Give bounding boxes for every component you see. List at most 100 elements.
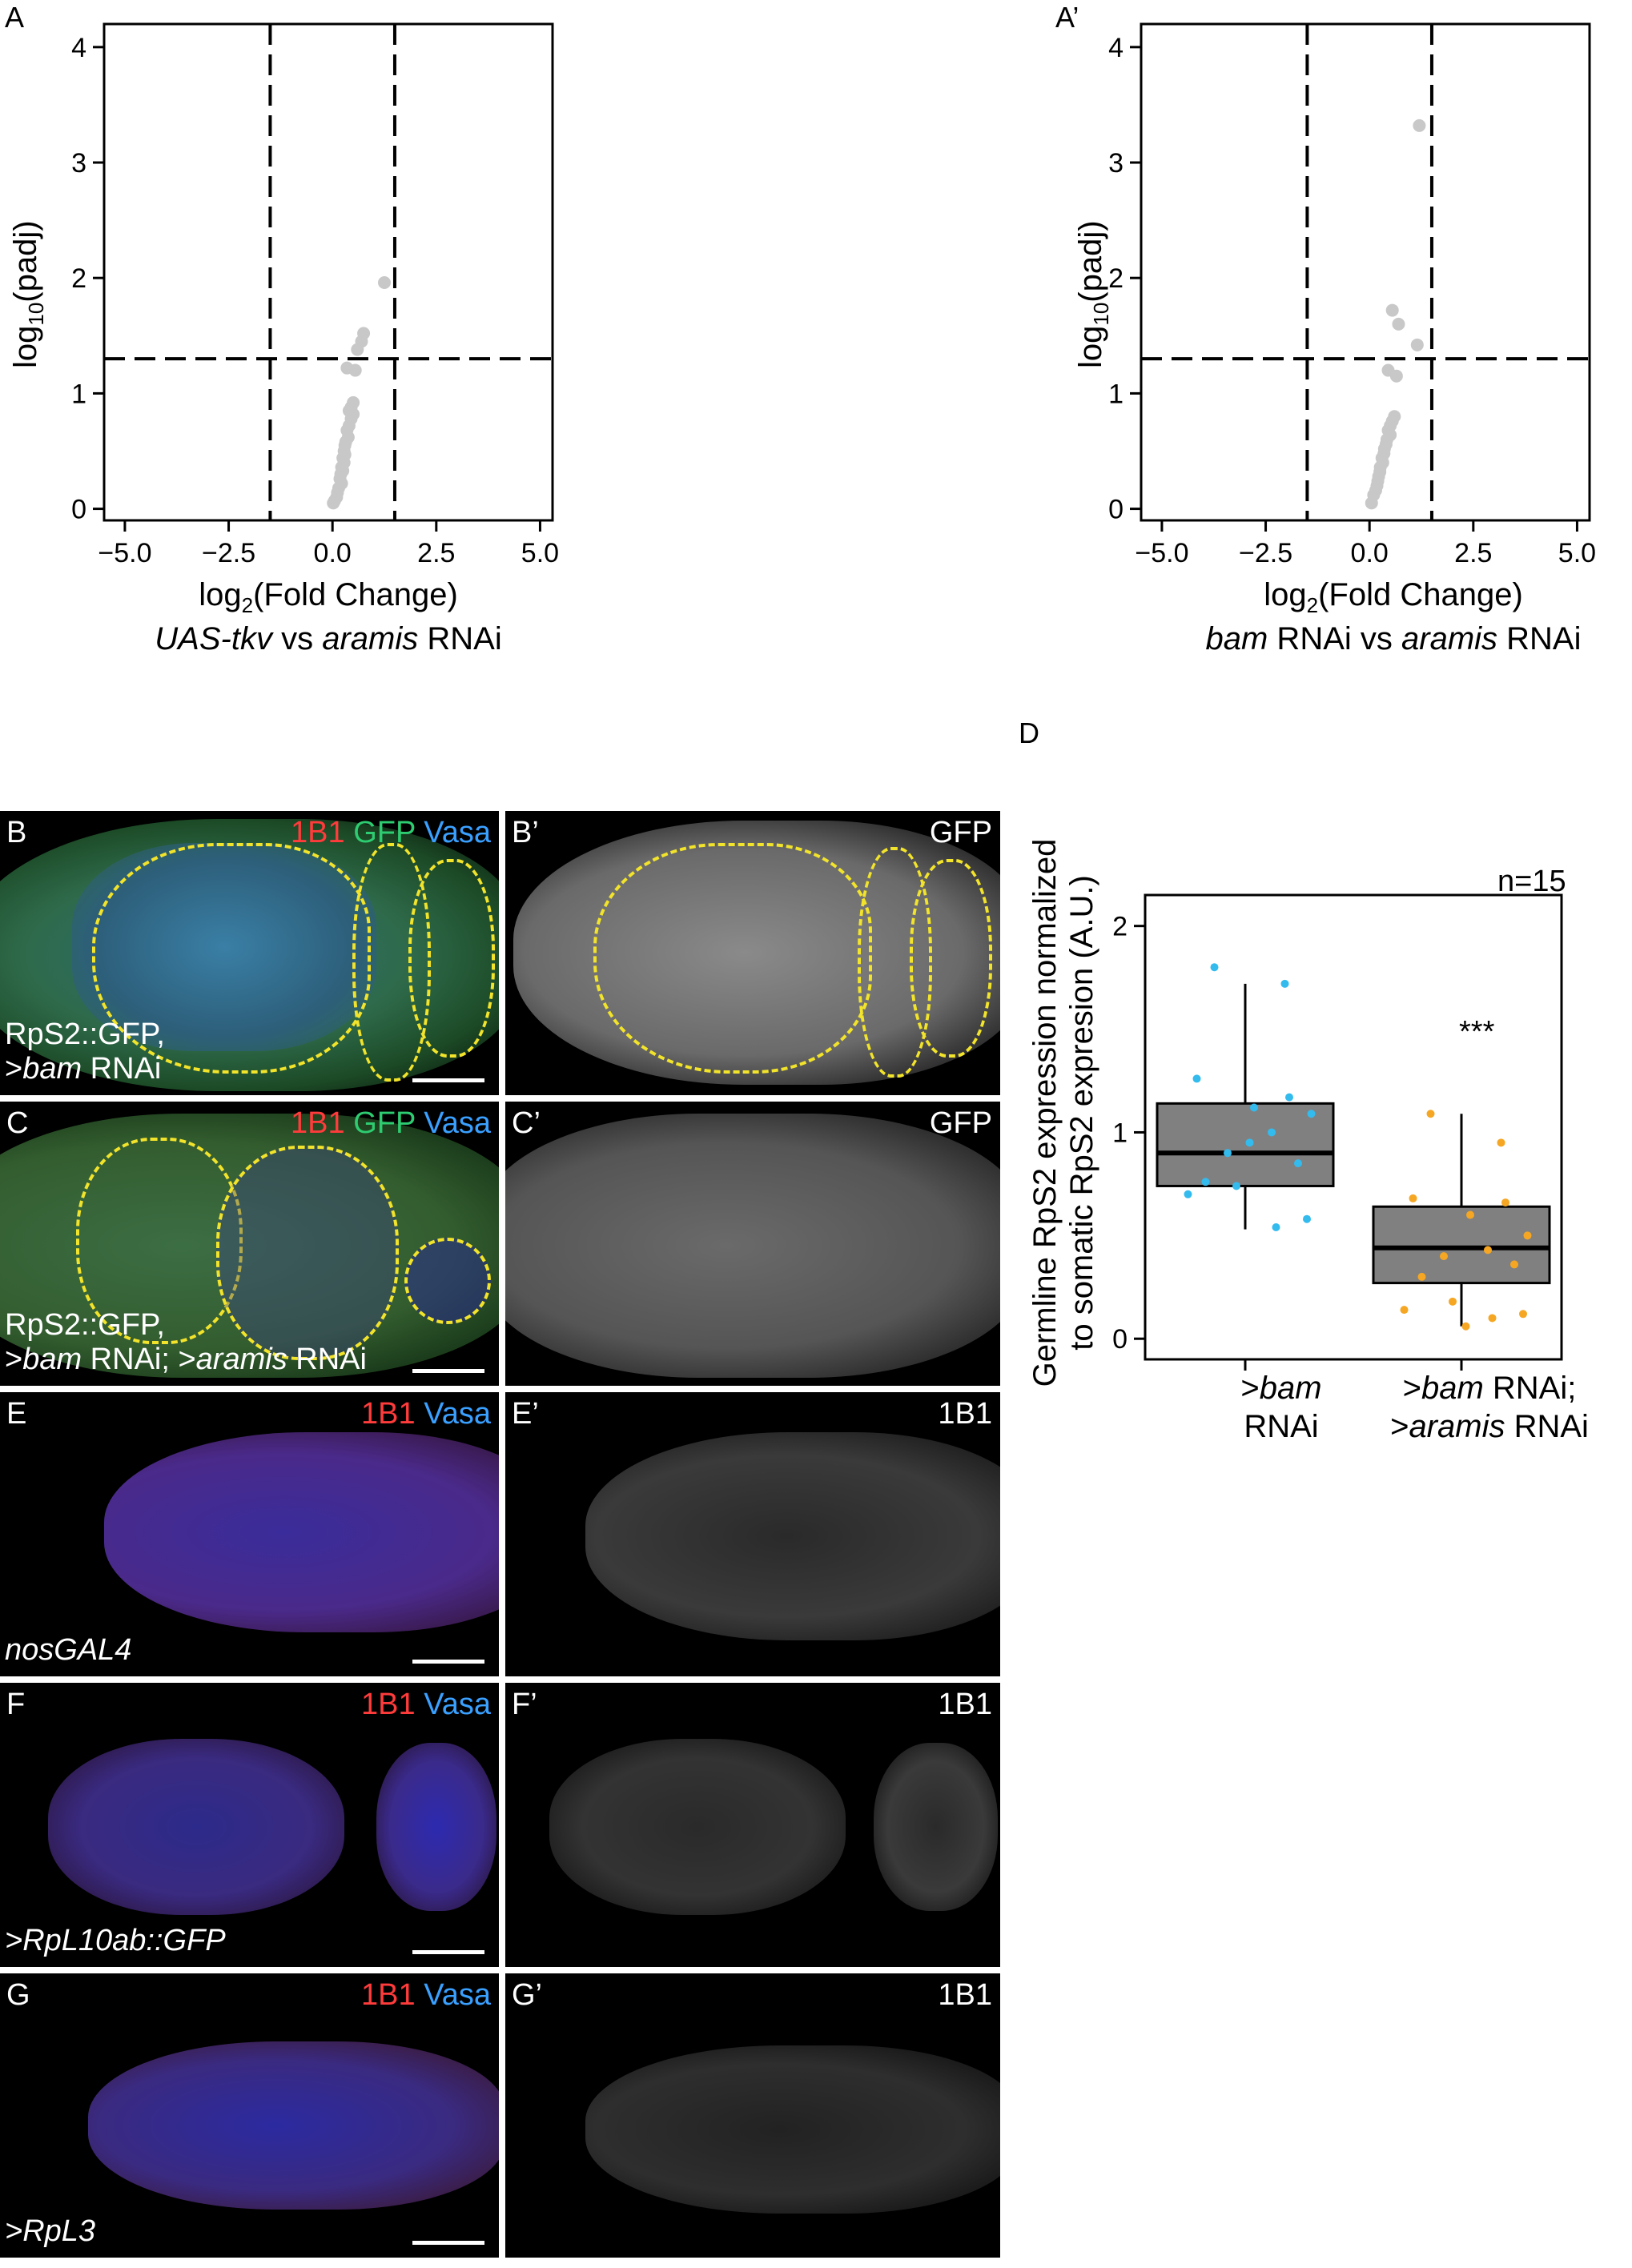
volcano-a-prime-ytick-label-2: 2 [1108, 263, 1124, 294]
box-plot-ylabel: Germline RpS2 expression normalized to s… [1027, 838, 1099, 1387]
box-1-point-7 [1224, 1149, 1232, 1158]
micrograph-g-channels: 1B1 Vasa [361, 1978, 491, 2012]
box-1-point-13 [1272, 1223, 1280, 1232]
micrograph-b-genotype: RpS2::GFP, >bam RNAi [5, 1017, 165, 1086]
volcano-a-xtick-label-1: −2.5 [202, 538, 255, 568]
box-2-point-7 [1440, 1252, 1448, 1261]
box-1-point-5 [1307, 1110, 1316, 1118]
box-plot-d: 0 1 2 [1112, 893, 1563, 1371]
micrograph-g-genotype: >RpL3 [5, 2214, 96, 2249]
box-ytick-label-0: 0 [1112, 1324, 1128, 1355]
box-2-point-1 [1497, 1138, 1505, 1147]
micrograph-g: G 1B1 Vasa >RpL3 [0, 1973, 499, 2258]
volcano-a-prime-point-3 [1410, 338, 1424, 351]
micrograph-b-channels: 1B1 GFP Vasa [291, 816, 491, 849]
micrograph-g-prime-channel: 1B1 [938, 1978, 992, 2012]
box-plot-frame [1144, 893, 1563, 1361]
box-1-point-10 [1232, 1182, 1240, 1190]
box-1-point-1 [1280, 979, 1289, 988]
micrograph-g-label: G [6, 1978, 30, 2012]
box-1-point-14 [1245, 1138, 1254, 1147]
box-1-point-3 [1285, 1093, 1293, 1102]
volcano-a-prime-point-5 [1389, 369, 1403, 383]
micrograph-e-prime-channel: 1B1 [938, 1397, 992, 1431]
volcano-a-prime-point-2 [1392, 317, 1405, 331]
micrograph-f-prime-label: F’ [512, 1688, 537, 1721]
box-1-point-12 [1303, 1214, 1311, 1223]
box-2-point-12 [1519, 1310, 1527, 1319]
volcano-a-point-0 [378, 275, 391, 289]
volcano-a-prime-point-0 [1413, 118, 1426, 132]
significance-marker: *** [1459, 1015, 1495, 1049]
box-1-point-2 [1192, 1074, 1201, 1083]
scale-bar [412, 1078, 484, 1082]
box-ytick-label-1: 1 [1112, 1118, 1128, 1148]
box-1-point-0 [1210, 963, 1219, 972]
volcano-a-comparison: UAS-tkv vs aramis RNAi [155, 620, 502, 656]
volcano-a-prime-xlabel: log2(Fold Change) bam RNAi vs aramis RNA… [1153, 575, 1632, 659]
micrograph-c-prime-label: C’ [512, 1106, 541, 1140]
volcano-a-prime-ytick-label-3: 3 [1108, 148, 1124, 179]
micrograph-e-label: E [6, 1397, 27, 1431]
micrograph-e-genotype: nosGAL4 [5, 1633, 132, 1668]
micrograph-f-prime: F’ 1B1 [505, 1683, 1000, 1967]
box-1-point-4 [1250, 1103, 1258, 1112]
volcano-a-prime-comparison: bam RNAi vs aramis RNAi [1205, 620, 1582, 656]
box-2-point-14 [1461, 1322, 1470, 1331]
box-2-point-13 [1488, 1314, 1497, 1323]
volcano-plot-a: −5.0 −2.5 0.0 2.5 5.0 0 1 2 3 4 [71, 22, 559, 568]
micrograph-f-genotype: >RpL10ab::GFP [5, 1924, 226, 1958]
micrograph-c: C 1B1 GFP Vasa RpS2::GFP, >bam RNAi; >ara… [0, 1102, 499, 1386]
volcano-a-xtick-label-0: −5.0 [98, 538, 151, 568]
volcano-a-prime-xtick-label-0: −5.0 [1135, 538, 1188, 568]
volcano-a-ytick-label-4: 4 [71, 33, 86, 63]
micrograph-c-genotype: RpS2::GFP, >bam RNAi; >aramis RNAi [5, 1307, 367, 1377]
volcano-a-xtick-label-2: 0.0 [314, 538, 352, 568]
micrograph-b-prime-channel: GFP [929, 816, 992, 849]
box-2-iqr [1372, 1205, 1551, 1285]
micrograph-b-prime: B’ GFP [505, 811, 1000, 1095]
volcano-a-point-5 [348, 363, 362, 377]
box-1-point-8 [1294, 1159, 1302, 1168]
volcano-a-prime-ytick-label-0: 0 [1108, 495, 1124, 525]
panel-label-a-prime: A’ [1055, 1, 1079, 34]
volcano-a-prime-point-24 [1365, 496, 1378, 510]
box-2-point-9 [1417, 1272, 1426, 1281]
box-2-point-0 [1426, 1110, 1435, 1118]
micrograph-e-prime-label: E’ [512, 1397, 539, 1431]
micrograph-b-prime-label: B’ [512, 816, 539, 849]
volcano-plot-a-prime: −5.0 −2.5 0.0 2.5 5.0 0 1 2 3 4 [1108, 22, 1596, 568]
micrograph-b-label: B [6, 816, 27, 849]
micrograph-e-prime: E’ 1B1 [505, 1392, 1000, 1676]
box-1-point-11 [1184, 1190, 1192, 1198]
volcano-a-prime-xtick-label-3: 2.5 [1454, 538, 1492, 568]
box-2-point-10 [1449, 1297, 1457, 1306]
volcano-a-ytick-label-0: 0 [71, 495, 86, 525]
box-2-point-11 [1400, 1306, 1409, 1315]
volcano-a-prime-xtick-label-1: −2.5 [1239, 538, 1292, 568]
micrograph-f: F 1B1 Vasa >RpL10ab::GFP [0, 1683, 499, 1967]
box-2-point-5 [1523, 1231, 1532, 1240]
box-ytick-label-2: 2 [1112, 912, 1128, 942]
box-plot-n: n=15 [1497, 865, 1566, 898]
box-1-iqr [1156, 1102, 1335, 1187]
volcano-a-prime-frame [1140, 22, 1591, 522]
volcano-a-prime-point-1 [1385, 303, 1399, 317]
micrograph-e: E 1B1 Vasa nosGAL4 [0, 1392, 499, 1676]
scale-bar [412, 1660, 484, 1664]
box-2-point-6 [1484, 1246, 1492, 1254]
volcano-a-prime-ylabel: log10(padj) [1073, 220, 1113, 368]
panel-label-a: A [5, 1, 25, 34]
micrograph-c-channels: 1B1 GFP Vasa [291, 1106, 491, 1140]
micrograph-f-channels: 1B1 Vasa [361, 1688, 491, 1721]
box-2-point-2 [1409, 1194, 1417, 1202]
micrograph-e-channels: 1B1 Vasa [361, 1397, 491, 1431]
micrograph-c-label: C [6, 1106, 29, 1140]
box-category-2: >bam RNAi; >aramis RNAi [1390, 1371, 1589, 1444]
box-1-point-9 [1201, 1178, 1210, 1186]
box-2-point-4 [1466, 1210, 1474, 1219]
volcano-a-prime-ytick-label-4: 4 [1108, 33, 1124, 63]
volcano-a-point-3 [351, 343, 364, 356]
volcano-a-xlabel: log2(Fold Change) UAS-tkv vs aramis RNAi [104, 575, 553, 659]
volcano-a-ylabel: log10(padj) [8, 220, 48, 368]
